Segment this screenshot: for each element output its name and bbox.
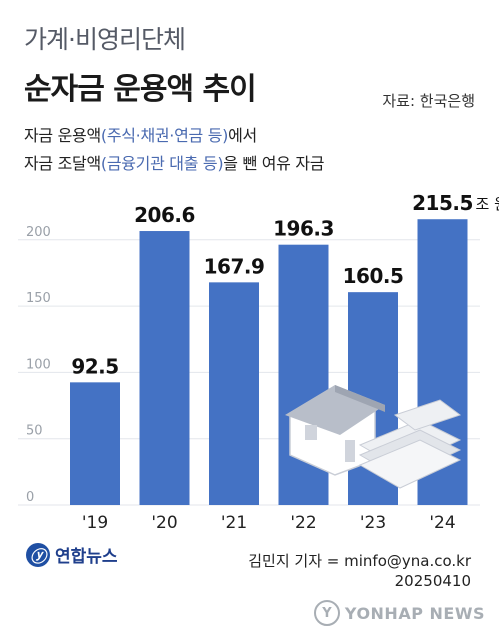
watermark-mark: Y bbox=[313, 600, 340, 626]
y-tick-label: 100 bbox=[26, 357, 51, 372]
source-note: 자료: 한국은행 bbox=[382, 92, 475, 110]
publish-date: 20250410 bbox=[394, 572, 471, 590]
unit-label: 조 원 bbox=[476, 195, 499, 213]
watermark-text: YONHAP NEWS bbox=[344, 603, 485, 623]
description-text: 을 뺀 여유 자금 bbox=[223, 154, 325, 173]
bar-21 bbox=[209, 282, 259, 505]
description-line-2: 자금 조달액(금융기관 대출 등)을 뺀 여유 자금 bbox=[24, 150, 324, 174]
yonhap-logo: ⓨ 연합뉴스 bbox=[26, 542, 118, 567]
value-label: 215.5 bbox=[412, 191, 473, 215]
x-tick-label: '19 bbox=[82, 513, 108, 533]
y-tick-label: 50 bbox=[26, 424, 43, 439]
yonhap-watermark: Y YONHAP NEWS bbox=[313, 600, 485, 626]
description-text: 에서 bbox=[228, 126, 257, 145]
y-tick-label: 200 bbox=[26, 225, 51, 240]
bar-chart: 0 50 100 150 200 92.5 '19 206.6 '20 167.9 '21 196.… bbox=[18, 191, 499, 533]
logo-text: 연합뉴스 bbox=[55, 547, 118, 567]
x-tick-label: '21 bbox=[221, 513, 247, 533]
x-tick-label: '22 bbox=[290, 513, 316, 533]
y-tick-label: 0 bbox=[26, 490, 34, 505]
y-tick-label: 150 bbox=[26, 291, 51, 306]
x-tick-label: '20 bbox=[151, 513, 177, 533]
value-label: 167.9 bbox=[204, 254, 265, 278]
x-tick-label: '23 bbox=[360, 513, 386, 533]
value-label: 196.3 bbox=[273, 217, 334, 241]
description-text: 자금 조달액 bbox=[24, 154, 101, 173]
description-paren: (주식·채권·연금 등) bbox=[100, 126, 229, 145]
description-line-1: 자금 운용액(주식·채권·연금 등)에서 bbox=[24, 122, 257, 146]
value-label: 160.5 bbox=[343, 264, 404, 288]
x-tick-label: '24 bbox=[429, 513, 455, 533]
bar-19 bbox=[70, 382, 120, 505]
chart-title: 순자금 운용액 추이 bbox=[24, 72, 257, 107]
description-text: 자금 운용액 bbox=[24, 126, 101, 145]
reporter-credit: 김민지 기자 = minfo@yna.co.kr bbox=[248, 552, 471, 570]
bar-20 bbox=[139, 231, 190, 505]
description-paren: (금융기관 대출 등) bbox=[100, 154, 224, 173]
logo-mark: ⓨ bbox=[26, 542, 50, 567]
value-label: 92.5 bbox=[71, 354, 118, 378]
value-label: 206.6 bbox=[134, 203, 195, 227]
house-money-illustration bbox=[285, 385, 462, 489]
chart-subtitle: 가계·비영리단체 bbox=[24, 25, 186, 54]
